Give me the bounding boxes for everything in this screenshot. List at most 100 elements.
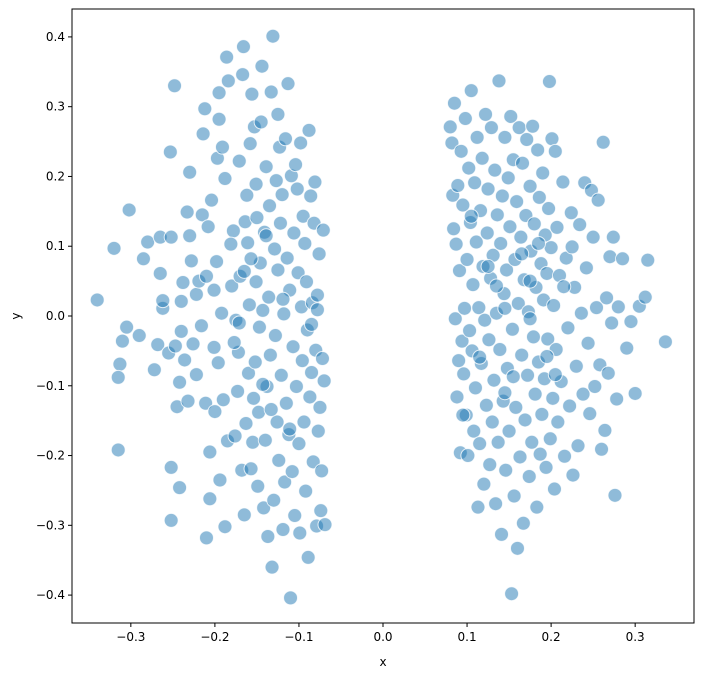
scatter-point xyxy=(243,461,259,477)
scatter-point xyxy=(106,240,122,256)
scatter-point xyxy=(244,86,260,102)
scatter-point xyxy=(549,219,565,235)
scatter-point xyxy=(224,278,240,294)
scatter-point xyxy=(152,265,168,281)
scatter-point xyxy=(563,205,579,221)
y-tick-label: 0.1 xyxy=(46,239,65,253)
scatter-point xyxy=(521,468,537,484)
scatter-point xyxy=(121,202,137,218)
y-tick-label: −0.2 xyxy=(36,449,65,463)
scatter-point xyxy=(463,208,479,224)
scatter-point xyxy=(112,356,128,372)
scatter-point xyxy=(607,487,623,503)
scatter-point xyxy=(610,299,626,315)
scatter-point xyxy=(565,467,581,483)
scatter-point xyxy=(572,217,588,233)
scatter-point xyxy=(541,74,557,90)
scatter-point xyxy=(242,136,258,152)
scatter-point xyxy=(110,369,126,385)
y-tick-label: −0.1 xyxy=(36,379,65,393)
scatter-point xyxy=(512,449,528,465)
scatter-point xyxy=(467,175,483,191)
scatter-point xyxy=(140,234,156,250)
scatter-point xyxy=(509,194,525,210)
scatter-point xyxy=(276,306,292,322)
scatter-point xyxy=(491,73,507,89)
scatter-point xyxy=(206,282,222,298)
scatter-point xyxy=(490,434,506,450)
scatter-point xyxy=(457,111,473,127)
scatter-point xyxy=(212,472,228,488)
scatter-point xyxy=(580,335,596,351)
scatter-point xyxy=(492,341,508,357)
x-axis-label: x xyxy=(379,655,386,669)
scatter-point xyxy=(497,129,513,145)
scatter-point xyxy=(268,173,284,189)
scatter-point xyxy=(609,391,625,407)
scatter-point xyxy=(296,414,312,430)
scatter-point xyxy=(262,198,278,214)
scatter-point xyxy=(146,362,162,378)
scatter-point xyxy=(282,421,298,437)
scatter-point xyxy=(517,412,533,428)
scatter-point xyxy=(477,312,493,328)
scatter-point xyxy=(241,365,257,381)
y-tick-label: 0.0 xyxy=(46,309,65,323)
scatter-point xyxy=(504,321,520,337)
scatter-point xyxy=(514,246,530,262)
y-axis: −0.4 −0.3 −0.2 −0.1 0.0 0.1 0.2 0.3 0.4 xyxy=(36,30,72,602)
scatter-point xyxy=(448,236,464,252)
scatter-point xyxy=(604,315,620,331)
x-tick-label: 0.2 xyxy=(542,630,561,644)
scatter-point xyxy=(163,459,179,475)
scatter-point xyxy=(470,499,486,515)
scatter-point xyxy=(615,251,631,267)
scatter-point xyxy=(110,442,126,458)
scatter-point xyxy=(309,302,325,318)
scatter-point xyxy=(594,441,610,457)
scatter-point xyxy=(265,28,281,44)
scatter-point xyxy=(180,393,196,409)
scatter-point xyxy=(510,295,526,311)
scatter-point xyxy=(163,229,179,245)
scatter-point xyxy=(300,549,316,565)
scatter-point xyxy=(597,422,613,438)
scatter-point xyxy=(481,332,497,348)
scatter-point xyxy=(472,436,488,452)
scatter-point xyxy=(447,311,463,327)
scatter-point xyxy=(595,134,611,150)
scatter-point xyxy=(114,333,130,349)
scatter-point xyxy=(301,122,317,138)
scatter-point xyxy=(173,323,189,339)
y-tick-label: −0.3 xyxy=(36,518,65,532)
scatter-point xyxy=(460,448,476,464)
scatter-point xyxy=(535,165,551,181)
scatter-point xyxy=(202,444,218,460)
scatter-point xyxy=(526,216,542,232)
scatter-point xyxy=(271,452,287,468)
scatter-point xyxy=(251,319,267,335)
scatter-point xyxy=(530,142,546,158)
scatter-point xyxy=(527,386,543,402)
scatter-point xyxy=(550,414,566,430)
scatter-point xyxy=(227,428,243,444)
scatter-point xyxy=(468,234,484,250)
scatter-point xyxy=(534,406,550,422)
x-tick-label: −0.3 xyxy=(116,630,145,644)
scatter-point xyxy=(288,378,304,394)
scatter-point xyxy=(480,181,496,197)
scatter-point xyxy=(538,459,554,475)
scatter-point xyxy=(466,423,482,439)
points-layer xyxy=(89,28,673,606)
scatter-point xyxy=(298,483,314,499)
scatter-point xyxy=(207,404,223,420)
scatter-point xyxy=(155,293,171,309)
scatter-point xyxy=(274,187,290,203)
scatter-point xyxy=(578,260,594,276)
scatter-point xyxy=(239,187,255,203)
scatter-point xyxy=(600,365,616,381)
scatter-point xyxy=(545,390,561,406)
scatter-point xyxy=(251,404,267,420)
scatter-point xyxy=(245,434,261,450)
